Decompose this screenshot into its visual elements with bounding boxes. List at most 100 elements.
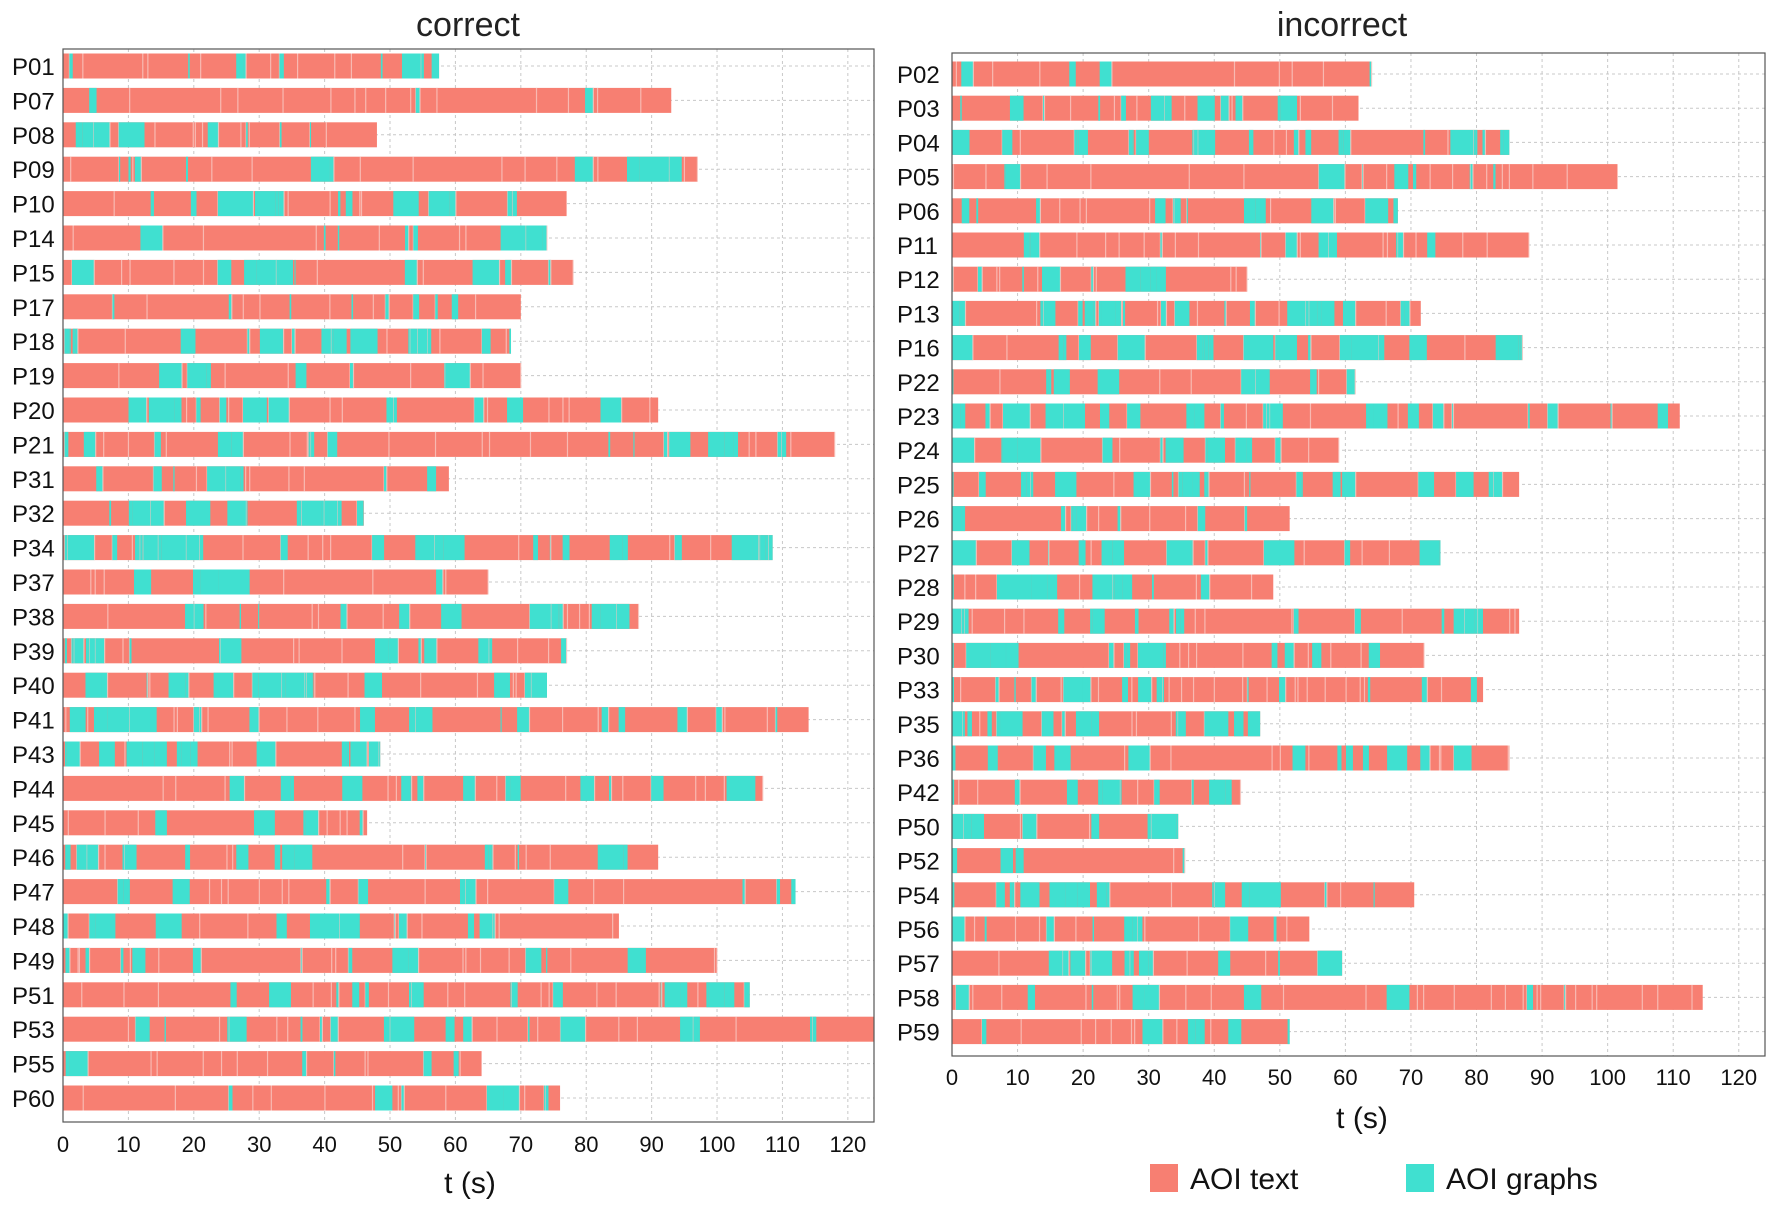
segment-aoi-graphs (1234, 711, 1244, 737)
segment-aoi-graphs (300, 947, 303, 973)
segment-aoi-graphs (1117, 506, 1121, 532)
segment-aoi-graphs (1006, 642, 1019, 668)
segment-gap (1136, 95, 1138, 121)
segment-gap (103, 431, 105, 457)
segment-aoi-graphs (1439, 540, 1441, 566)
timeline-row-p52: P52 (897, 848, 1186, 876)
bar-background (952, 369, 1356, 395)
segment-gap (211, 156, 213, 182)
segment-gap (1438, 745, 1441, 771)
segment-gap (1386, 164, 1388, 190)
segment-aoi-graphs (1255, 369, 1270, 395)
bar-background (63, 741, 381, 767)
segment-aoi-graphs (436, 569, 443, 595)
segment-gap (247, 913, 249, 939)
segment-gap (124, 328, 126, 354)
segment-aoi-graphs (1310, 369, 1317, 395)
segment-gap (128, 638, 131, 664)
segment-gap (1184, 506, 1187, 532)
segment-gap (1278, 300, 1280, 326)
segment-gap (1291, 608, 1293, 634)
bar-background (63, 431, 835, 457)
segment-gap (462, 947, 464, 973)
segment-gap (248, 122, 250, 148)
segment-gap (217, 122, 220, 148)
segment-aoi-graphs (158, 535, 162, 561)
participant-label: P19 (12, 364, 55, 391)
segment-aoi-graphs (680, 1016, 694, 1042)
segment-aoi-graphs (1029, 232, 1031, 258)
segment-aoi-graphs (1178, 471, 1183, 497)
segment-gap (181, 363, 183, 389)
participant-label: P52 (897, 849, 940, 876)
segment-aoi-graphs (1342, 471, 1356, 497)
segment-aoi-graphs (1155, 198, 1166, 224)
segment-aoi-graphs (1049, 882, 1066, 908)
segment-gap (790, 431, 792, 457)
segment-aoi-graphs (99, 741, 115, 767)
segment-gap (372, 294, 374, 320)
bar-background (63, 707, 809, 733)
segment-aoi-graphs (1197, 506, 1206, 532)
timeline-row-p58: P58 (897, 984, 1703, 1012)
segment-aoi-graphs (467, 913, 475, 939)
segment-aoi-graphs (1526, 984, 1534, 1010)
segment-aoi-graphs (276, 259, 279, 285)
segment-aoi-graphs (1657, 403, 1669, 429)
segment-aoi-graphs (350, 328, 378, 354)
segment-aoi-graphs (388, 638, 399, 664)
segment-aoi-graphs (1373, 403, 1388, 429)
segment-gap (1472, 164, 1474, 190)
segment-aoi-graphs (600, 397, 622, 423)
segment-gap (1575, 984, 1577, 1010)
segment-aoi-graphs (1346, 369, 1356, 395)
segment-gap (121, 259, 123, 285)
segment-aoi-graphs (65, 844, 71, 870)
segment-aoi-graphs (812, 1016, 817, 1042)
segment-aoi-graphs (1244, 506, 1248, 532)
segment-gap (1596, 984, 1598, 1010)
participant-label: P49 (12, 948, 55, 975)
timeline-row-p46: P46 (12, 844, 659, 872)
segment-aoi-graphs (1091, 950, 1113, 976)
participant-label: P35 (897, 712, 940, 739)
segment-gap (338, 982, 340, 1008)
participant-label: P16 (897, 336, 940, 363)
segment-aoi-graphs (1162, 677, 1164, 703)
timeline-row-p03: P03 (897, 95, 1359, 123)
segment-gap (1113, 95, 1116, 121)
segment-aoi-graphs (181, 741, 191, 767)
segment-gap (1116, 984, 1118, 1010)
segment-aoi-graphs (1031, 574, 1048, 600)
segment-aoi-graphs (964, 608, 969, 634)
segment-gap (1161, 232, 1163, 258)
segment-aoi-graphs (1341, 164, 1345, 190)
segment-gap (442, 569, 444, 595)
segment-aoi-graphs (401, 53, 422, 79)
segment-gap (1243, 471, 1246, 497)
bar-background (63, 810, 368, 836)
segment-aoi-graphs (1373, 882, 1375, 908)
segment-aoi-graphs (239, 53, 244, 79)
segment-aoi-graphs (1332, 471, 1341, 497)
segment-gap (992, 61, 994, 87)
segment-gap (330, 535, 332, 561)
segment-aoi-graphs (218, 569, 250, 595)
segment-aoi-graphs (1062, 711, 1066, 737)
segment-aoi-graphs (112, 535, 118, 561)
segment-aoi-graphs (1404, 300, 1410, 326)
segment-gap (1159, 437, 1161, 463)
segment-aoi-graphs (952, 369, 954, 395)
segment-aoi-graphs (282, 844, 295, 870)
segment-aoi-graphs (333, 328, 347, 354)
segment-gap (406, 913, 408, 939)
segment-aoi-graphs (107, 707, 130, 733)
segment-aoi-graphs (347, 741, 350, 767)
segment-aoi-graphs (390, 1016, 415, 1042)
segment-aoi-graphs (1263, 403, 1267, 429)
segment-aoi-graphs (708, 431, 725, 457)
segment-gap (436, 638, 438, 664)
segment-gap (1309, 403, 1312, 429)
segment-gap (1014, 916, 1017, 942)
segment-gap (572, 259, 574, 285)
